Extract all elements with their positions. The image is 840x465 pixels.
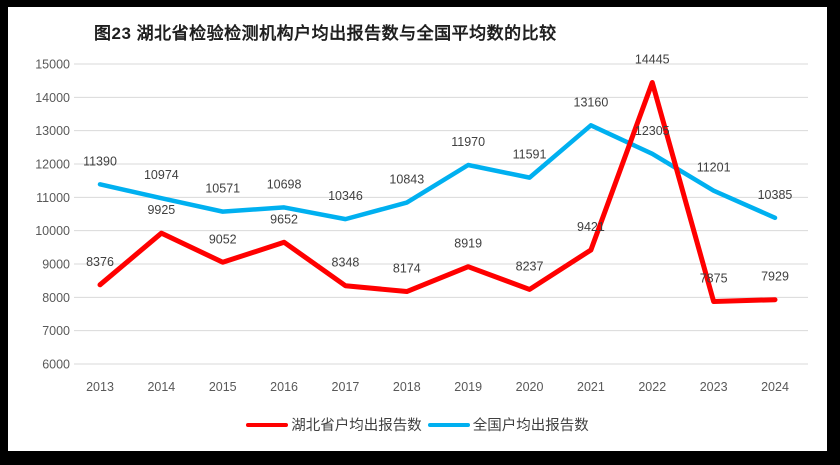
chart-area: 图23 湖北省检验检测机构户均出报告数与全国平均数的比较 6000 7000 800… <box>8 7 827 451</box>
data-label: 8174 <box>393 262 421 276</box>
data-label: 8919 <box>454 237 482 251</box>
x-tick-label: 2018 <box>393 380 421 394</box>
x-tick-label: 2020 <box>516 380 544 394</box>
y-tick-label: 8000 <box>42 291 70 305</box>
x-tick-label: 2021 <box>577 380 605 394</box>
legend-national-line-icon <box>427 422 470 427</box>
x-tick-label: 2016 <box>270 380 298 394</box>
x-tick-label: 2013 <box>86 380 114 394</box>
data-label: 10571 <box>205 182 240 196</box>
data-label: 9652 <box>270 212 298 226</box>
data-label: 7875 <box>700 272 728 286</box>
y-tick-label: 12000 <box>35 158 70 172</box>
chart-title: 图23 湖北省检验检测机构户均出报告数与全国平均数的比较 <box>94 24 557 43</box>
data-label: 12305 <box>635 124 670 138</box>
data-label: 9925 <box>147 203 175 217</box>
x-tick-label: 2024 <box>761 380 789 394</box>
data-label: 10385 <box>758 188 793 202</box>
legend-label-hubei: 湖北省户均出报告数 <box>291 418 422 434</box>
y-tick-label: 10000 <box>35 224 70 238</box>
series-line-0 <box>97 80 778 304</box>
data-label: 14445 <box>635 53 670 67</box>
y-tick-label: 15000 <box>35 58 70 72</box>
y-tick-label: 6000 <box>42 358 70 372</box>
data-label: 10698 <box>267 177 302 191</box>
data-label: 11390 <box>83 154 117 168</box>
data-label: 9052 <box>209 232 237 246</box>
x-tick-label: 2019 <box>454 380 482 394</box>
data-label: 10843 <box>389 173 424 187</box>
legend-hubei-line-icon <box>246 422 289 427</box>
data-label: 11970 <box>451 135 485 149</box>
legend-item-national: 全国户均出报告数 <box>427 414 589 435</box>
chart-svg: 6000 7000 8000 9000 10000 11000 12000 13000 1400… <box>35 53 808 394</box>
data-label: 13160 <box>574 95 609 109</box>
x-tick-label: 2023 <box>700 380 728 394</box>
data-label: 7929 <box>761 270 789 284</box>
legend-item-hubei: 湖北省户均出报告数 <box>246 414 422 435</box>
data-label: 11201 <box>697 161 731 175</box>
y-tick-label: 13000 <box>35 124 70 138</box>
legend: 湖北省户均出报告数 全国户均出报告数 <box>8 414 827 435</box>
legend-label-national: 全国户均出报告数 <box>472 418 589 434</box>
x-tick-label: 2014 <box>147 380 175 394</box>
x-tick-label: 2017 <box>332 380 360 394</box>
data-label: 8237 <box>516 259 544 273</box>
data-label: 10974 <box>144 168 179 182</box>
data-label: 8376 <box>86 255 114 269</box>
data-label: 11591 <box>513 148 547 162</box>
y-tick-label: 7000 <box>42 324 70 338</box>
data-label: 10346 <box>328 189 363 203</box>
y-tick-label: 14000 <box>35 91 70 105</box>
x-tick-label: 2022 <box>638 380 666 394</box>
y-tick-label: 11000 <box>36 191 70 205</box>
data-label: 9421 <box>577 220 605 234</box>
data-label: 8348 <box>332 256 360 270</box>
y-tick-label: 9000 <box>42 258 70 272</box>
x-tick-label: 2015 <box>209 380 237 394</box>
series-line-1 <box>97 123 778 222</box>
